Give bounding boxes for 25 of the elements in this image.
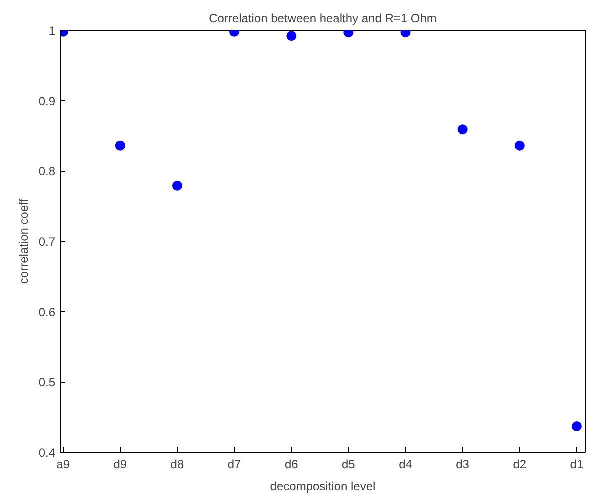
chart-title: Correlation between healthy and R=1 Ohm [209,12,437,26]
y-tick-label: 0.8 [38,164,56,179]
x-tick-label: d9 [114,458,128,472]
x-tick-label: d2 [513,458,527,472]
x-tick-label: d1 [570,458,584,472]
x-tick-label: d4 [399,458,413,472]
y-tick-label: 0.9 [38,94,56,108]
x-axis-title: decomposition level [270,480,376,494]
y-tick-label: 1 [48,24,56,38]
x-tick-label: d3 [456,458,470,472]
y-tick-label: 0.5 [38,376,56,390]
y-tick-label: 0.7 [38,235,56,249]
point [514,140,525,151]
point [286,31,297,42]
y-tick-label: 0.4 [38,446,56,460]
y-tick-label: 0.6 [38,305,56,320]
x-tick-label: d5 [342,458,356,472]
y-axis-title: correlation coeff [16,198,31,284]
point [172,180,182,191]
x-tick-label: d7 [228,458,242,472]
point [115,140,126,151]
x-tick-label: d8 [170,458,184,472]
point [458,124,468,135]
x-tick-label: a9 [56,458,70,472]
x-tick-label: d6 [284,458,299,472]
